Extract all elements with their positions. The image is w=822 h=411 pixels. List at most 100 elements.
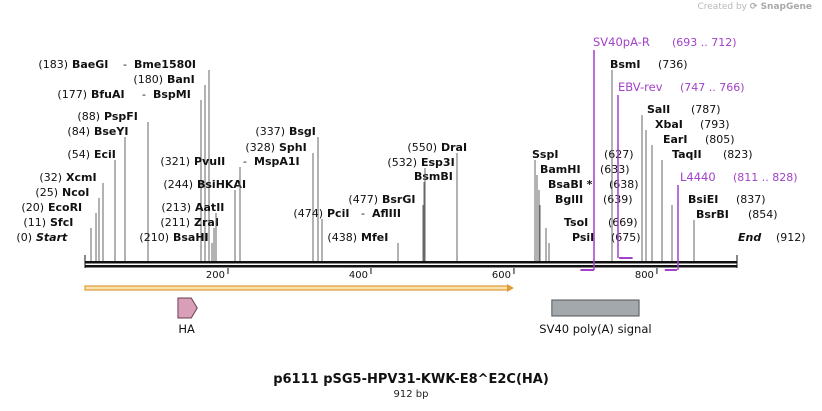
site-dash-pvuii: -: [243, 155, 247, 168]
site-pos-sspi: (627): [604, 148, 634, 161]
site-name-bglii: BglII: [555, 193, 583, 206]
site-name-bsgi: BsgI: [289, 125, 316, 138]
feature-ha: [177, 297, 198, 319]
site-pos-ecii: (54): [67, 148, 90, 161]
site-pos-ncoi: (25): [35, 186, 58, 199]
site-name-bsihkai: BsiHKAI: [197, 178, 246, 191]
feature-sv40-poly-a-signal: [551, 299, 640, 317]
site-pos-bsrgi: (477): [348, 193, 378, 206]
site-pos-bani: (180): [133, 73, 163, 86]
site-pos-bamhi: (633): [600, 163, 630, 176]
site-name-aatii: AatII: [195, 201, 224, 214]
site-pos-bseyi: (84): [67, 125, 90, 138]
site-name-sali: SalI: [647, 103, 670, 116]
primer-range-ebv-rev: (747 .. 766): [680, 81, 745, 94]
site-pos-pcii: (474): [293, 207, 323, 220]
site-name-bsabi: BsaBI *: [548, 178, 593, 191]
site-name-xbai: XbaI: [655, 118, 683, 131]
plasmid-map: 200 400 600 800 Start (0) SfcI (11)EcoRI (20) Nco…: [16, 35, 806, 336]
site-pos-end: (912): [776, 231, 806, 244]
primer-range-sv40pa-r: (693 .. 712): [672, 36, 737, 49]
site-name-start: Start: [36, 231, 68, 244]
site-name-ecii: EciI: [94, 148, 116, 161]
snapgene-logo: ⟳ SnapGene: [749, 2, 812, 12]
backbone-strand-top: [85, 261, 737, 264]
ruler-tick-label: 800: [635, 270, 654, 281]
site-pos-pvuii: (321): [160, 155, 190, 168]
site-name-bsrbi: BsrBI: [696, 208, 729, 221]
site-name-taqii: TaqII: [672, 148, 702, 161]
site-name-bsrgi: BsrGI: [382, 193, 415, 206]
site-pos-xbai: (793): [700, 118, 730, 131]
site-name-bsahi: BsaHI: [173, 231, 209, 244]
site-pos-drai: (550): [407, 141, 437, 154]
orf-bar: [84, 285, 509, 291]
feature-label-sv40-poly-a-signal: SV40 poly(A) signal: [539, 322, 651, 336]
site-name-bamhi: BamHI: [540, 163, 581, 176]
site-name-pvuii: PvuII: [194, 155, 225, 168]
site-name-end: End: [738, 231, 761, 244]
plasmid-title: p6111 pSG5-HPV31-KWK-E8^E2C(HA): [273, 372, 549, 387]
site-name-psii: PsiI: [572, 231, 594, 244]
feature-label-ha: HA: [178, 322, 195, 336]
plasmid-length: 912 bp: [393, 389, 429, 400]
site-pos-zrai: (211): [160, 216, 190, 229]
site-pos-bsrbi: (854): [748, 208, 778, 221]
site-pos-bsabi: (638): [609, 178, 639, 191]
site-name-ecori: EcoRI: [48, 201, 82, 214]
primer-label-ebv-rev: EBV-rev: [618, 80, 663, 94]
site-pos-taqii: (823): [723, 148, 753, 161]
site-pos-eari: (805): [705, 133, 735, 146]
site-pos-xcmi: (32): [39, 171, 62, 184]
site-extra-mspa1i: MspA1I: [254, 155, 300, 168]
credit-prefix: Created by: [697, 2, 748, 12]
site-name-pcii: PciI: [327, 207, 349, 220]
site-name-bfuai: BfuAI: [91, 88, 125, 101]
site-name-tsoi: TsoI: [564, 216, 588, 229]
site-pos-sali: (787): [691, 103, 721, 116]
ruler-tick-label: 200: [206, 270, 225, 281]
primer-label-l4440: L4440: [680, 170, 716, 184]
site-dash-pcii: -: [361, 207, 365, 220]
site-pos-bfuai: (177): [57, 88, 87, 101]
site-extra-afliii: AflIII: [372, 207, 401, 220]
site-extra-bspmi: BspMI: [153, 88, 191, 101]
site-pos-esp3i: (532): [387, 156, 417, 169]
primer-label-sv40pa-r: SV40pA-R: [593, 35, 650, 49]
site-pos-mfei: (438): [327, 231, 357, 244]
snapgene-credit: Created by ⟳ SnapGene: [697, 2, 812, 12]
site-name-ncoi: NcoI: [62, 186, 89, 199]
site-pos-tsoi: (669): [608, 216, 638, 229]
site-name-bsmi: BsmI: [610, 58, 641, 71]
site-name-mfei: MfeI: [361, 231, 388, 244]
backbone-strand-bottom: [85, 265, 737, 268]
primer-range-l4440: (811 .. 828): [733, 171, 798, 184]
site-name-drai: DraI: [441, 141, 467, 154]
site-dash-bfuai: -: [142, 88, 146, 101]
site-pos-start: (0): [16, 231, 32, 244]
site-name-bsiei: BsiEI: [688, 193, 718, 206]
site-pos-bsihkai: (244): [163, 178, 193, 191]
site-pos-bsiei: (837): [736, 193, 766, 206]
site-name-bsmbi: BsmBI: [414, 170, 453, 183]
site-pos-baegi: (183): [38, 58, 68, 71]
site-extra-bme1580i: Bme1580I: [134, 58, 196, 71]
site-pos-bsahi: (210): [139, 231, 169, 244]
site-pos-aatii: (213): [161, 201, 191, 214]
site-dash-baegi: -: [123, 58, 127, 71]
orf-arrowhead: [506, 284, 514, 292]
site-pos-sphi: (328): [245, 141, 275, 154]
site-name-zrai: ZraI: [194, 216, 219, 229]
site-pos-bsmi: (736): [658, 58, 688, 71]
site-name-esp3i: Esp3I: [421, 156, 455, 169]
site-pos-psii: (675): [611, 231, 641, 244]
site-pos-pspfi: (88): [77, 110, 100, 123]
site-pos-sfci: (11): [23, 216, 46, 229]
site-name-sfci: SfcI: [50, 216, 73, 229]
site-name-xcmi: XcmI: [66, 171, 97, 184]
site-name-bseyi: BseYI: [94, 125, 128, 138]
site-name-pspfi: PspFI: [104, 110, 138, 123]
site-pos-ecori: (20): [21, 201, 44, 214]
ruler-tick-label: 600: [492, 270, 511, 281]
site-pos-bsgi: (337): [255, 125, 285, 138]
